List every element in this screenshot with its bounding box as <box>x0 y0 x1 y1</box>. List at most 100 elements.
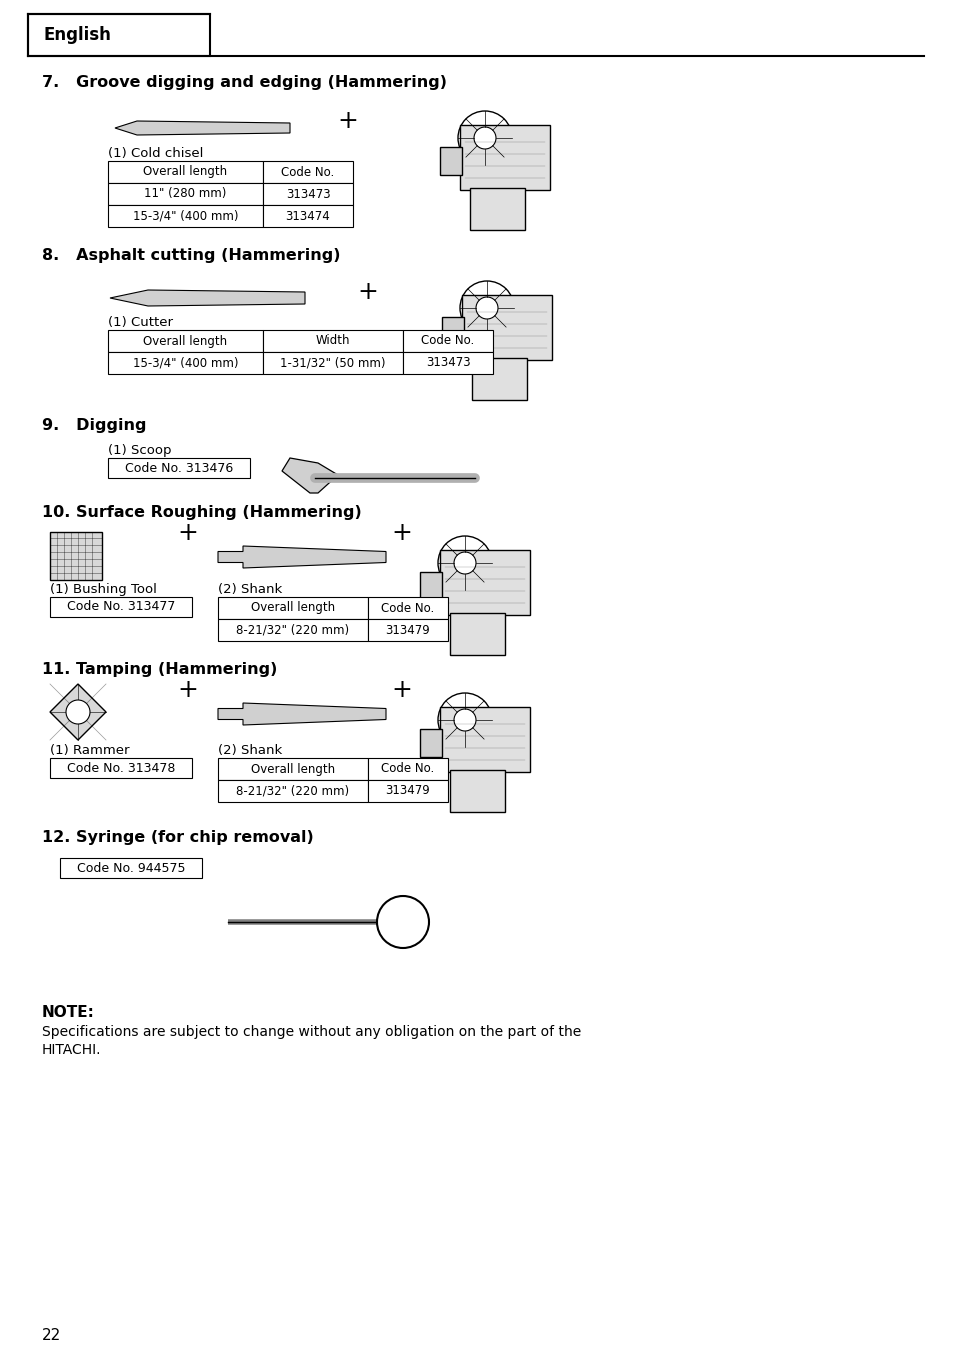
Text: 313479: 313479 <box>385 623 430 637</box>
Polygon shape <box>218 703 386 725</box>
Bar <box>368 780 448 802</box>
Text: 8-21/32" (220 mm): 8-21/32" (220 mm) <box>236 623 349 637</box>
Bar <box>402 352 493 375</box>
Circle shape <box>474 127 496 149</box>
Polygon shape <box>50 684 106 740</box>
Text: (2) Shank: (2) Shank <box>218 744 282 757</box>
Bar <box>263 330 402 352</box>
Bar <box>450 612 504 654</box>
Polygon shape <box>110 289 305 306</box>
Bar <box>439 550 530 615</box>
Bar <box>439 147 461 174</box>
Circle shape <box>476 297 497 319</box>
Text: Code No. 313477: Code No. 313477 <box>67 600 175 614</box>
Bar <box>50 531 102 580</box>
Text: 10. Surface Roughing (Hammering): 10. Surface Roughing (Hammering) <box>42 506 361 521</box>
Text: 313473: 313473 <box>285 188 330 200</box>
Bar <box>50 598 192 617</box>
Bar <box>472 358 526 400</box>
Bar <box>50 758 192 777</box>
Text: 313479: 313479 <box>385 784 430 798</box>
Bar <box>218 780 368 802</box>
Text: (1) Cold chisel: (1) Cold chisel <box>108 147 203 160</box>
Text: 8.   Asphalt cutting (Hammering): 8. Asphalt cutting (Hammering) <box>42 247 340 264</box>
Text: +: + <box>357 280 378 304</box>
Text: English: English <box>44 26 112 45</box>
Bar <box>108 458 250 479</box>
Bar <box>263 161 353 183</box>
Bar <box>263 183 353 206</box>
Polygon shape <box>115 120 290 135</box>
Text: Specifications are subject to change without any obligation on the part of the: Specifications are subject to change wit… <box>42 1025 580 1038</box>
Text: 7.   Groove digging and edging (Hammering): 7. Groove digging and edging (Hammering) <box>42 74 447 91</box>
Bar <box>439 707 530 772</box>
Text: (2) Shank: (2) Shank <box>218 583 282 596</box>
Text: (1) Scoop: (1) Scoop <box>108 443 172 457</box>
Bar <box>402 330 493 352</box>
Text: 15-3/4" (400 mm): 15-3/4" (400 mm) <box>132 357 238 369</box>
Text: 1-31/32" (50 mm): 1-31/32" (50 mm) <box>280 357 385 369</box>
Bar <box>108 330 263 352</box>
Circle shape <box>437 535 492 589</box>
Bar <box>218 598 368 619</box>
Text: Overall length: Overall length <box>143 334 228 347</box>
Text: (1) Cutter: (1) Cutter <box>108 316 172 329</box>
Bar <box>60 859 202 877</box>
Text: (1) Bushing Tool: (1) Bushing Tool <box>50 583 156 596</box>
Bar <box>419 572 441 600</box>
Bar <box>470 188 524 230</box>
Bar <box>28 14 210 55</box>
Bar <box>450 771 504 813</box>
Circle shape <box>66 700 90 725</box>
Text: (1) Rammer: (1) Rammer <box>50 744 130 757</box>
Text: +: + <box>177 677 198 702</box>
Text: 313474: 313474 <box>285 210 330 223</box>
Bar <box>441 316 463 345</box>
Text: Overall length: Overall length <box>143 165 228 178</box>
Text: 9.   Digging: 9. Digging <box>42 418 147 433</box>
Text: +: + <box>177 521 198 545</box>
Circle shape <box>454 552 476 575</box>
Text: Code No. 313478: Code No. 313478 <box>67 761 175 775</box>
Polygon shape <box>282 458 337 493</box>
Text: 22: 22 <box>42 1328 61 1343</box>
Bar <box>263 352 402 375</box>
Circle shape <box>376 896 429 948</box>
Text: Overall length: Overall length <box>251 602 335 615</box>
Text: Code No.: Code No. <box>381 763 435 776</box>
Text: 8-21/32" (220 mm): 8-21/32" (220 mm) <box>236 784 349 798</box>
Bar <box>419 729 441 757</box>
Text: Code No.: Code No. <box>281 165 335 178</box>
Text: 313473: 313473 <box>425 357 470 369</box>
Circle shape <box>437 694 492 748</box>
Text: 11. Tamping (Hammering): 11. Tamping (Hammering) <box>42 662 277 677</box>
Bar <box>368 598 448 619</box>
Bar <box>108 183 263 206</box>
Polygon shape <box>218 546 386 568</box>
Text: Width: Width <box>315 334 350 347</box>
Bar <box>108 206 263 227</box>
Text: +: + <box>337 110 358 132</box>
Circle shape <box>457 111 512 165</box>
Text: Overall length: Overall length <box>251 763 335 776</box>
Text: 11" (280 mm): 11" (280 mm) <box>144 188 227 200</box>
Text: 12. Syringe (for chip removal): 12. Syringe (for chip removal) <box>42 830 314 845</box>
Text: +: + <box>391 521 412 545</box>
Text: Code No. 313476: Code No. 313476 <box>125 461 233 475</box>
Text: +: + <box>391 677 412 702</box>
Bar <box>218 758 368 780</box>
Bar <box>461 295 552 360</box>
Bar <box>218 619 368 641</box>
Bar <box>368 619 448 641</box>
Circle shape <box>459 281 514 335</box>
Text: NOTE:: NOTE: <box>42 1005 94 1019</box>
Circle shape <box>454 708 476 731</box>
Bar <box>368 758 448 780</box>
Text: Code No.: Code No. <box>421 334 475 347</box>
Text: Code No. 944575: Code No. 944575 <box>76 861 185 875</box>
Bar <box>108 161 263 183</box>
Text: HITACHI.: HITACHI. <box>42 1042 101 1057</box>
Bar <box>263 206 353 227</box>
Text: 15-3/4" (400 mm): 15-3/4" (400 mm) <box>132 210 238 223</box>
Bar <box>108 352 263 375</box>
